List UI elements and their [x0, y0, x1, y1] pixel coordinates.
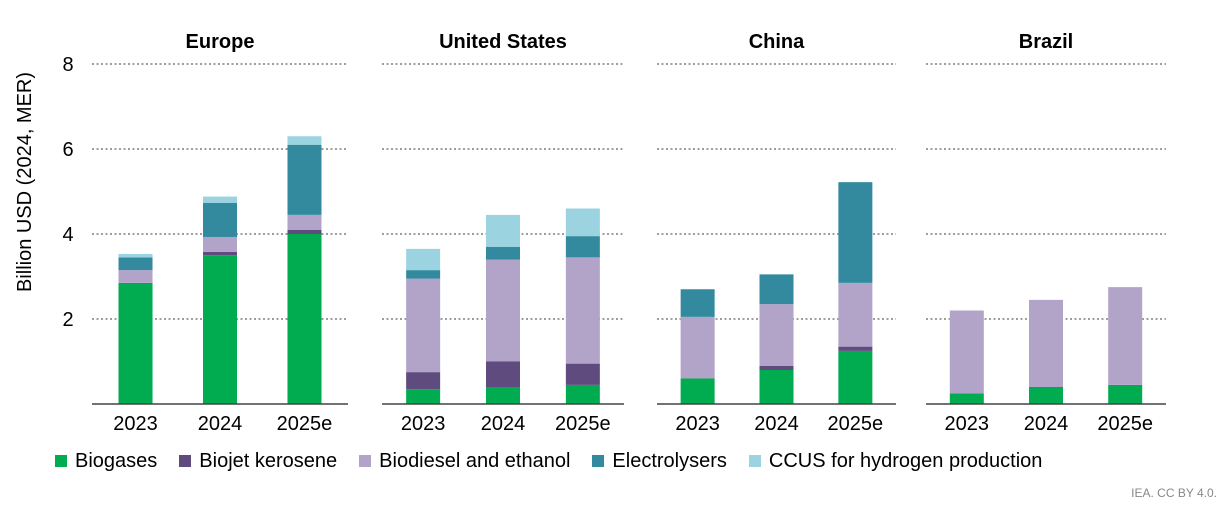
bar-segment	[838, 350, 873, 404]
y-axis-label: Billion USD (2024, MER)	[14, 72, 36, 292]
bar-segment	[203, 202, 237, 237]
panel-title: United States	[439, 31, 567, 53]
legend-item-biodiesel-ethanol: Biodiesel and ethanol	[359, 450, 570, 473]
bar-segment	[759, 274, 794, 305]
legend-swatch	[55, 455, 67, 467]
x-tick-label: 2024	[481, 413, 526, 435]
bar-segment	[406, 389, 441, 404]
legend: Biogases Biojet kerosene Biodiesel and e…	[55, 449, 1064, 473]
bar-segment	[287, 234, 322, 404]
x-tick-label: 2024	[1024, 413, 1069, 435]
legend-label: Biogases	[75, 449, 158, 472]
x-tick-label: 2025e	[828, 413, 884, 435]
legend-label: Biodiesel and ethanol	[379, 449, 571, 472]
legend-item-ccus: CCUS for hydrogen production	[748, 449, 1043, 473]
bar-segment	[759, 304, 794, 366]
bar-segment	[406, 278, 441, 373]
legend-item-electrolysers: Electrolysers	[592, 449, 727, 473]
panel-title: Europe	[186, 31, 255, 53]
x-tick-label: 2025e	[555, 413, 611, 435]
x-tick-label: 2023	[675, 413, 720, 435]
bar-segment	[1108, 384, 1143, 404]
bar-segment	[118, 270, 153, 283]
y-tick-label: 6	[62, 139, 73, 161]
x-tick-label: 2023	[113, 413, 158, 435]
legend-swatch	[179, 455, 192, 467]
bar-segment	[838, 346, 873, 351]
bar-segment	[949, 310, 984, 394]
legend-item-biogases: Biogases	[55, 450, 157, 473]
bar-segment	[203, 196, 237, 203]
legend-label: Biojet kerosene	[199, 449, 338, 472]
bar-segment	[565, 236, 600, 258]
bar-segment	[486, 361, 520, 387]
bar-segment	[287, 229, 322, 234]
bar-segment	[406, 270, 441, 279]
bar-segment	[287, 214, 322, 230]
legend-swatch	[592, 455, 605, 467]
y-tick-label: 4	[62, 224, 73, 246]
x-tick-label: 2024	[754, 413, 799, 435]
panel-title: Brazil	[1019, 31, 1073, 53]
x-tick-label: 2023	[945, 413, 990, 435]
y-tick-label: 8	[62, 54, 73, 76]
bar-segment	[1108, 287, 1143, 385]
bar-segment	[406, 248, 441, 271]
bar-segment	[486, 259, 520, 362]
bar-segment	[838, 282, 873, 347]
credit-text: IEA. CC BY 4.0.	[1131, 486, 1217, 500]
bar-segment	[565, 384, 600, 404]
bar-segment	[680, 289, 715, 317]
bar-segment	[118, 253, 153, 258]
bar-segment	[680, 378, 715, 404]
legend-swatch	[748, 455, 761, 467]
bar-segment	[118, 282, 153, 404]
bar-segment	[203, 255, 237, 404]
bar-segment	[759, 365, 794, 370]
bar-segment	[203, 251, 237, 256]
bar-segment	[838, 182, 873, 283]
bar-segment	[565, 363, 600, 385]
bar-segment	[565, 257, 600, 364]
x-tick-label: 2025e	[277, 413, 333, 435]
bar-segment	[287, 136, 322, 145]
bar-segment	[949, 393, 984, 404]
bar-segment	[1029, 299, 1063, 387]
bar-segment	[759, 370, 794, 404]
legend-swatch	[359, 455, 372, 467]
legend-item-biojet-kerosene: Biojet kerosene	[179, 450, 337, 473]
bar-segment	[680, 316, 715, 379]
stacked-bar-chart: Billion USD (2024, MER) 2 4 6 8 Europe 2023 202…	[14, 31, 1166, 435]
bar-segment	[1029, 387, 1063, 404]
y-tick-label: 2	[62, 309, 73, 331]
x-tick-label: 2025e	[1097, 413, 1153, 435]
bar-segment	[406, 372, 441, 390]
legend-label: Electrolysers	[612, 449, 727, 472]
x-tick-label: 2024	[198, 413, 243, 435]
bar-segment	[486, 387, 520, 404]
bar-segment	[486, 246, 520, 260]
bar-segment	[118, 257, 153, 271]
panel-title: China	[749, 31, 805, 53]
bar-segment	[287, 144, 322, 215]
bar-segment	[565, 208, 600, 237]
legend-label: CCUS for hydrogen production	[768, 449, 1043, 472]
bar-segment	[486, 214, 520, 247]
x-tick-label: 2023	[401, 413, 446, 435]
bar-segment	[203, 236, 237, 252]
